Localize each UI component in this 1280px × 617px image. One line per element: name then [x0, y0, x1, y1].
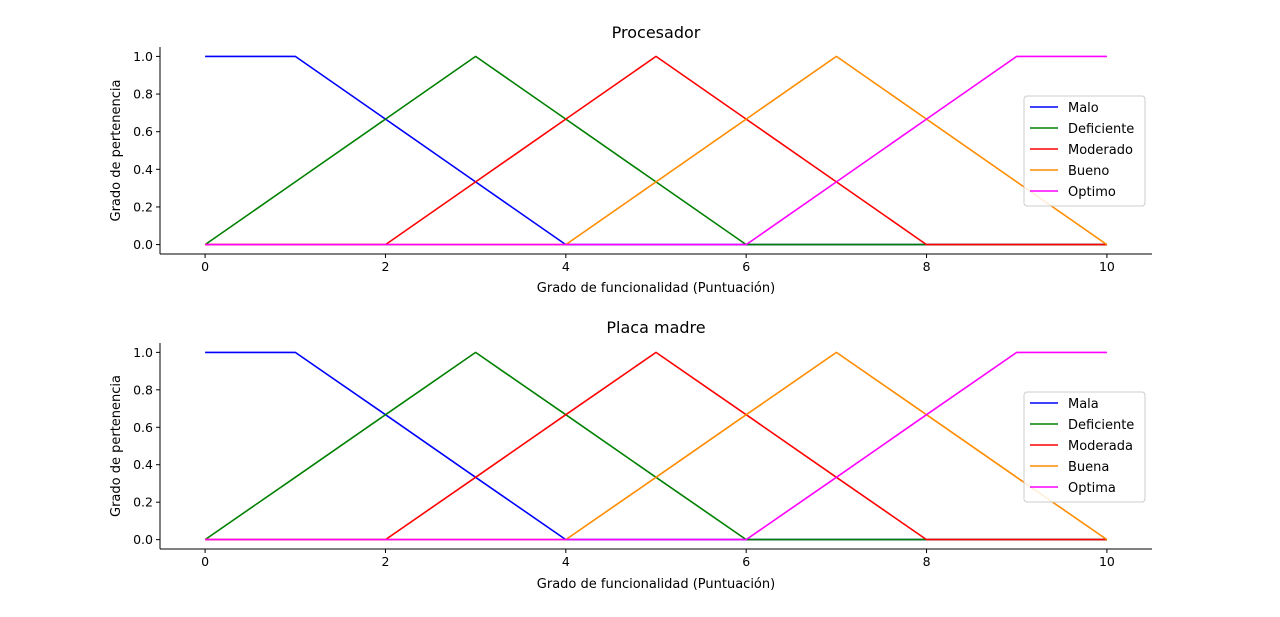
legend-label: Buena: [1068, 460, 1109, 475]
y-tick-label: 0.6: [133, 420, 153, 435]
legend-label: Moderado: [1068, 143, 1133, 158]
legend-label: Deficiente: [1068, 418, 1134, 433]
legend: Malo Deficiente Moderado Bueno Optimo: [1023, 95, 1146, 207]
y-tick-label: 0.8: [133, 87, 153, 102]
y-axis-label: Grado de pertenencia: [109, 80, 124, 222]
legend-label: Mala: [1068, 397, 1099, 412]
x-tick-label: 6: [742, 259, 750, 274]
legend-frame: [1023, 391, 1146, 503]
legend-label: Optimo: [1068, 185, 1116, 200]
legend-frame: [1023, 95, 1146, 207]
y-tick-label: 1.0: [133, 49, 153, 64]
chart-procesador: Procesador 0 2 4 6 8 10 0.0 0.2 0.4 0.6 0.8 1.0 Grado…: [109, 23, 1152, 296]
y-tick-label: 0.4: [133, 457, 153, 472]
legend-label: Malo: [1068, 101, 1099, 116]
x-tick-label: 2: [381, 259, 389, 274]
y-tick-label: 1.0: [133, 345, 153, 360]
legend-label: Optima: [1068, 481, 1116, 496]
x-tick-label: 4: [562, 259, 570, 274]
x-axis-label: Grado de funcionalidad (Puntuación): [537, 281, 775, 296]
x-tick-label: 0: [201, 259, 209, 274]
x-tick-label: 8: [923, 554, 931, 569]
series-line-optimo: [205, 55, 1107, 246]
y-tick-label: 0.0: [133, 532, 153, 547]
chart-placa-madre: Placa madre 0 2 4 6 8 10 0.0 0.2 0.4 0.6 0.8 1.0 Grad…: [109, 318, 1152, 592]
y-tick-label: 0.8: [133, 382, 153, 397]
x-tick-label: 8: [923, 259, 931, 274]
legend-label: Deficiente: [1068, 122, 1134, 137]
x-tick-label: 0: [201, 554, 209, 569]
y-tick-label: 0.2: [133, 495, 153, 510]
legend-label: Moderada: [1068, 439, 1133, 454]
series-line-optima: [205, 351, 1107, 541]
chart-title: Procesador: [612, 23, 701, 42]
y-axis-label: Grado de pertenencia: [109, 375, 124, 517]
x-tick-label: 10: [1099, 554, 1115, 569]
chart-title: Placa madre: [606, 318, 705, 337]
x-tick-label: 10: [1099, 259, 1115, 274]
x-axis-label: Grado de funcionalidad (Puntuación): [537, 577, 775, 592]
y-tick-label: 0.4: [133, 162, 153, 177]
legend: Mala Deficiente Moderada Buena Optima: [1023, 391, 1146, 503]
x-tick-label: 6: [742, 554, 750, 569]
y-tick-label: 0.0: [133, 237, 153, 252]
y-tick-label: 0.2: [133, 199, 153, 214]
x-tick-label: 2: [381, 554, 389, 569]
legend-label: Bueno: [1068, 164, 1109, 179]
y-tick-label: 0.6: [133, 124, 153, 139]
x-tick-label: 4: [562, 554, 570, 569]
